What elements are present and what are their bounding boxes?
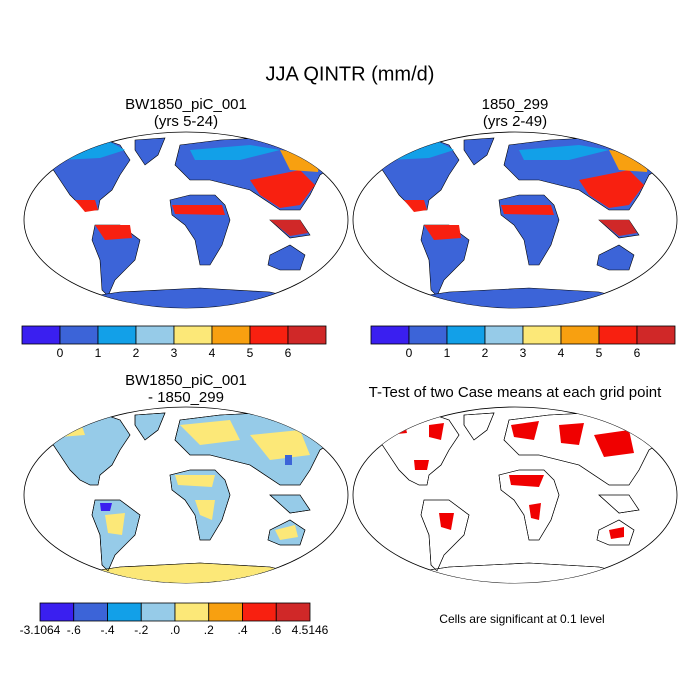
map-panel [352,406,678,585]
panel-subtitle: (yrs 5-24) [154,113,218,130]
figure-title: JJA QINTR (mm/d) [266,63,435,85]
colorbar-box [249,325,289,345]
panel-title: 1850_299 [482,96,549,113]
panel-title: BW1850_piC_001 [125,372,247,389]
colorbar-box [208,602,243,622]
colorbar-label: 4 [209,346,216,360]
colorbar-box [97,325,137,345]
colorbar-label: .0 [170,623,180,637]
colorbar-label: 4.5146 [292,623,329,637]
colorbar-label: 5 [247,346,254,360]
colorbar-box [522,325,562,345]
colorbar-label: 1 [95,346,102,360]
colorbar-box [242,602,277,622]
panel-title: BW1850_piC_001 [125,96,247,113]
colorbar-box [636,325,676,345]
colorbar-label: 3 [171,346,178,360]
colorbar-box [59,325,99,345]
colorbar-label: 1 [444,346,451,360]
colorbar-label: .4 [237,623,247,637]
colorbar-box [408,325,448,345]
colorbar-label: 5 [596,346,603,360]
colorbar-box [73,602,108,622]
colorbar-label: -.4 [100,623,114,637]
colorbar-box [211,325,251,345]
colorbar-label: 0 [406,346,413,360]
note: Cells are significant at 0.1 level [439,612,604,626]
colorbar-label: .2 [204,623,214,637]
colorbar-box [39,602,75,622]
colorbar-box [446,325,486,345]
colorbar-label: -.2 [134,623,148,637]
colorbar-label: -3.1064 [20,623,61,637]
colorbar-box [173,325,213,345]
colorbar-box [21,325,61,345]
colorbar-label: 6 [285,346,292,360]
colorbar-label: .6 [271,623,281,637]
colorbar-box [287,325,327,345]
colorbar-label: 2 [482,346,489,360]
colorbar-box [370,325,410,345]
colorbar-box [560,325,600,345]
colorbar-label: -.6 [67,623,81,637]
panel-subtitle: - 1850_299 [148,389,224,406]
colorbar-box [275,602,311,622]
colorbar-label: 4 [558,346,565,360]
map-panel [23,131,349,310]
colorbar-label: 2 [133,346,140,360]
colorbar-label: 3 [520,346,527,360]
map-panel [23,406,349,585]
colorbar-box [140,602,176,622]
panel-subtitle: (yrs 2-49) [483,113,547,130]
map-panel [352,131,678,310]
colorbar-label: 0 [57,346,64,360]
colorbar-label: 6 [634,346,641,360]
colorbar-box [598,325,638,345]
colorbar-box [107,602,142,622]
colorbar-box [484,325,524,345]
panel-title: T-Test of two Case means at each grid po… [369,384,662,401]
colorbar-box [174,602,210,622]
colorbar-box [135,325,175,345]
